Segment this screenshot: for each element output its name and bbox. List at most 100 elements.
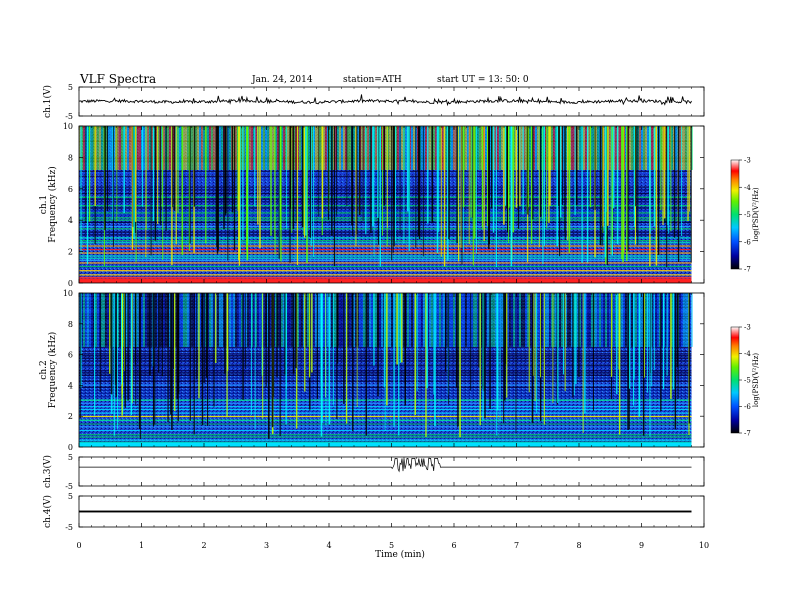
frequency-band: [79, 192, 692, 195]
hf-activity-column: [111, 126, 113, 170]
hf-activity-column: [229, 293, 231, 347]
hf-activity-column: [399, 293, 401, 347]
colorbar-tick-label: -6: [744, 238, 751, 246]
hf-activity-column: [337, 126, 339, 170]
hf-activity-column: [183, 126, 185, 170]
hf-activity-column: [267, 126, 269, 170]
hf-activity-column: [93, 126, 95, 170]
ch4-voltage-panel: 5 -5 ch.4(V): [42, 492, 705, 532]
frequency-band: [79, 196, 692, 198]
hf-activity-column: [281, 293, 283, 347]
y-tick-label: 2: [68, 248, 73, 257]
hf-activity-column: [385, 293, 387, 347]
hf-activity-column: [535, 126, 537, 170]
hf-activity-column: [539, 293, 541, 347]
x-tick-label: 2: [201, 541, 206, 550]
y-tick-label: 8: [68, 153, 73, 162]
x-tick-label: 10: [699, 541, 709, 550]
hf-activity-column: [529, 293, 531, 347]
hf-activity-column: [523, 293, 525, 347]
y-axis-label: ch.4(V): [42, 495, 53, 528]
hf-activity-column: [471, 293, 473, 347]
hf-activity-column: [249, 293, 251, 347]
hf-activity-column: [181, 293, 183, 347]
hf-activity-column: [529, 126, 531, 170]
hf-activity-column: [647, 126, 649, 170]
hf-activity-column: [361, 126, 363, 170]
hf-activity-column: [141, 293, 143, 347]
hf-activity-column: [269, 293, 271, 347]
frequency-band: [79, 221, 692, 223]
hf-activity-column: [517, 126, 519, 170]
hf-activity-column: [661, 126, 663, 170]
frequency-band: [79, 265, 692, 268]
hf-activity-column: [367, 126, 369, 170]
hf-activity-column: [329, 126, 331, 170]
hf-activity-column: [469, 293, 471, 347]
hf-activity-column: [147, 126, 149, 170]
hf-activity-column: [669, 293, 671, 347]
hf-activity-column: [509, 126, 511, 170]
hf-activity-column: [347, 126, 349, 170]
hf-activity-column: [101, 126, 103, 170]
hf-activity-column: [555, 126, 557, 170]
hf-activity-column: [235, 126, 237, 170]
hf-activity-column: [137, 126, 139, 170]
hf-activity-column: [445, 126, 447, 170]
hf-activity-column: [149, 126, 151, 170]
hf-activity-column: [185, 293, 187, 347]
hf-activity-column: [211, 293, 213, 347]
hf-activity-column: [465, 293, 467, 347]
hf-activity-column: [251, 126, 253, 170]
colorbar-tick-label: -6: [744, 403, 751, 411]
hf-activity-column: [605, 293, 607, 347]
hf-activity-column: [241, 293, 243, 347]
hf-activity-column: [201, 126, 203, 170]
hf-activity-column: [363, 126, 365, 170]
hf-activity-column: [571, 126, 573, 170]
hf-activity-column: [485, 293, 487, 347]
y-tick-label: 8: [68, 320, 73, 329]
hf-activity-column: [375, 126, 377, 170]
frequency-band: [79, 436, 692, 438]
hf-activity-column: [169, 126, 171, 170]
hf-activity-column: [313, 126, 315, 170]
hf-activity-column: [501, 126, 503, 170]
panel-frame: [78, 456, 705, 487]
colorbar-tick-label: -4: [744, 184, 751, 192]
y-tick-label: 4: [68, 381, 73, 390]
hf-activity-column: [439, 126, 441, 170]
frequency-band: [79, 170, 692, 173]
hf-activity-column: [601, 293, 603, 347]
x-tick-label: 0: [76, 541, 81, 550]
time-axis: 0 1 2 3 4 5 6 7 8 9 10: [76, 541, 709, 550]
hf-activity-column: [283, 126, 285, 170]
hf-activity-column: [441, 126, 443, 170]
hf-activity-column: [641, 293, 643, 347]
frequency-band: [79, 175, 692, 177]
hf-activity-column: [659, 126, 661, 170]
hf-activity-column: [335, 293, 337, 347]
hf-activity-column: [133, 293, 135, 347]
x-tick-label: 8: [576, 541, 581, 550]
hf-activity-column: [565, 293, 567, 347]
hf-activity-column: [81, 126, 83, 170]
hf-activity-column: [127, 126, 129, 170]
hf-activity-column: [599, 293, 601, 347]
hf-activity-column: [499, 126, 501, 170]
hf-activity-column: [561, 293, 563, 347]
hf-activity-column: [351, 293, 353, 347]
hf-activity-column: [519, 293, 521, 347]
frequency-band: [79, 186, 692, 188]
hf-activity-column: [465, 126, 467, 170]
hf-activity-column: [613, 293, 615, 347]
hf-activity-column: [277, 293, 279, 347]
hf-activity-column: [363, 293, 365, 347]
hf-activity-column: [609, 293, 611, 347]
hf-activity-column: [595, 126, 597, 170]
hf-activity-column: [311, 126, 313, 170]
hf-activity-column: [685, 126, 687, 170]
hf-activity-column: [597, 126, 599, 170]
hf-activity-column: [369, 293, 371, 347]
hf-activity-column: [489, 126, 491, 170]
